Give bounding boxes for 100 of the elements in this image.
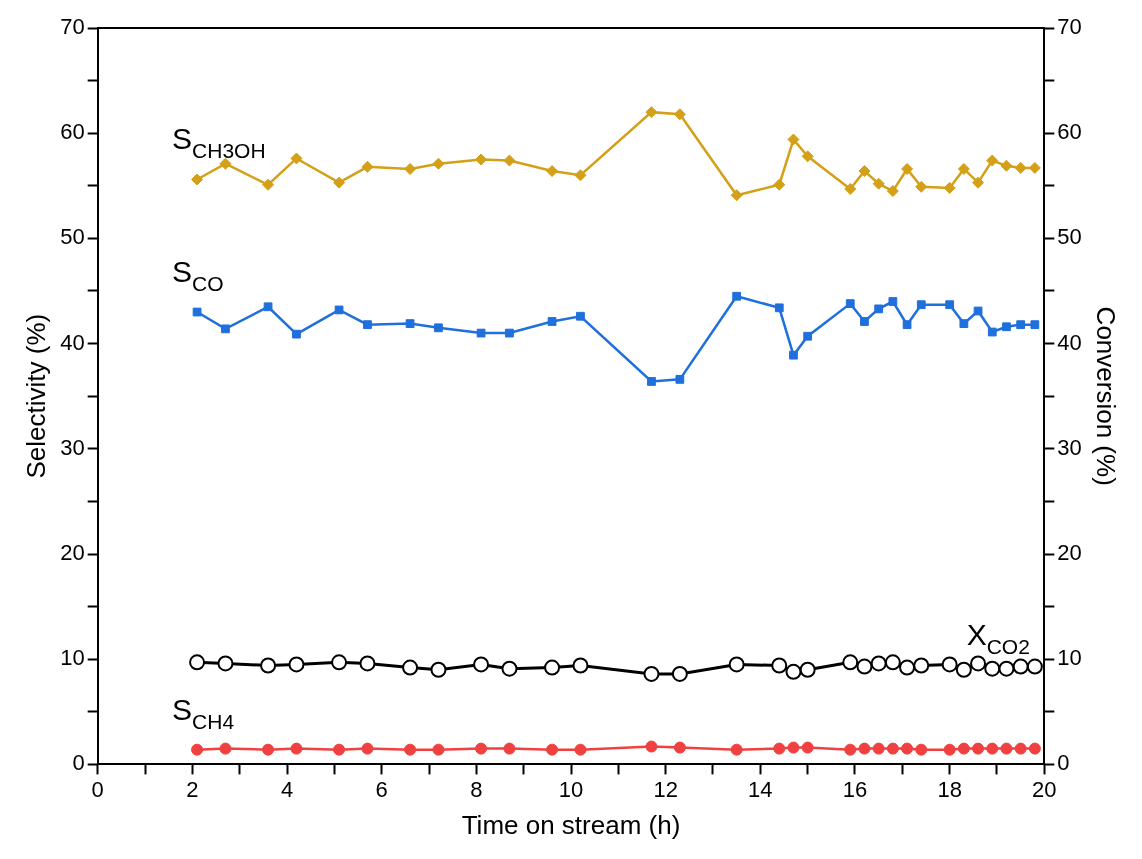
y-tick-label: 30 bbox=[60, 434, 85, 460]
y-tick-label: 20 bbox=[60, 540, 85, 566]
y-tick-label: 10 bbox=[60, 645, 85, 671]
point bbox=[434, 323, 443, 333]
y-tick-label: 0 bbox=[72, 750, 85, 776]
point bbox=[874, 304, 884, 314]
point bbox=[858, 742, 871, 755]
point bbox=[773, 178, 786, 191]
point bbox=[987, 327, 997, 337]
x-axis-title: Time on stream (h) bbox=[461, 809, 681, 840]
y2-tick-label: 30 bbox=[1057, 434, 1082, 460]
x-tick-label: 4 bbox=[280, 776, 294, 802]
x-tick-label: 16 bbox=[842, 776, 868, 802]
point bbox=[292, 329, 301, 339]
point bbox=[774, 303, 784, 313]
point bbox=[503, 742, 516, 755]
point bbox=[972, 742, 985, 755]
point bbox=[845, 299, 855, 309]
point bbox=[858, 165, 871, 178]
point bbox=[972, 176, 985, 189]
point bbox=[219, 157, 232, 170]
x-tick-label: 14 bbox=[748, 776, 773, 802]
point bbox=[475, 153, 488, 166]
point bbox=[192, 307, 202, 317]
point bbox=[219, 742, 232, 755]
point bbox=[945, 300, 955, 310]
point bbox=[915, 743, 928, 756]
point bbox=[1000, 159, 1013, 172]
point bbox=[957, 742, 970, 755]
point bbox=[986, 742, 999, 755]
point bbox=[546, 165, 559, 178]
point bbox=[973, 306, 983, 316]
point bbox=[645, 106, 658, 119]
point bbox=[475, 742, 488, 755]
point bbox=[574, 743, 587, 756]
x-tick-label: 10 bbox=[558, 776, 584, 802]
y-tick-label: 60 bbox=[60, 119, 85, 145]
point bbox=[432, 157, 445, 170]
point bbox=[986, 154, 999, 167]
y2-tick-label: 50 bbox=[1057, 224, 1082, 250]
point bbox=[844, 182, 857, 195]
point bbox=[361, 160, 374, 173]
point bbox=[844, 743, 857, 756]
point bbox=[902, 320, 912, 330]
point bbox=[263, 302, 273, 312]
y-tick-label: 50 bbox=[60, 224, 85, 250]
point bbox=[1028, 742, 1041, 755]
point bbox=[1014, 742, 1027, 755]
y-tick-label: 70 bbox=[60, 14, 85, 40]
y2-tick-label: 10 bbox=[1057, 645, 1082, 671]
point bbox=[333, 176, 346, 189]
y2-axis-title: Conversion (%) bbox=[1091, 306, 1122, 486]
x-tick-label: 6 bbox=[375, 776, 388, 802]
point bbox=[901, 162, 914, 175]
point bbox=[191, 173, 204, 186]
point bbox=[943, 743, 956, 756]
point bbox=[787, 133, 800, 146]
point bbox=[221, 324, 230, 334]
point bbox=[1016, 320, 1026, 330]
point bbox=[334, 305, 344, 315]
point bbox=[262, 178, 275, 191]
point bbox=[901, 742, 914, 755]
point bbox=[957, 162, 970, 175]
point bbox=[730, 743, 743, 756]
point bbox=[574, 169, 587, 182]
point bbox=[860, 317, 869, 326]
point bbox=[675, 374, 685, 384]
x-tick-label: 20 bbox=[1032, 776, 1057, 802]
y2-tick-label: 0 bbox=[1057, 750, 1070, 776]
y2-tick-label: 20 bbox=[1057, 540, 1082, 566]
y-axis-title: Selectivity (%) bbox=[20, 313, 51, 479]
point bbox=[787, 741, 800, 754]
point bbox=[363, 320, 372, 330]
point bbox=[647, 377, 656, 386]
point bbox=[576, 311, 585, 321]
x-tick-label: 12 bbox=[653, 776, 678, 802]
point bbox=[503, 154, 516, 167]
point bbox=[1002, 322, 1011, 332]
x-tick-label: 0 bbox=[91, 776, 104, 802]
point bbox=[872, 177, 885, 190]
point bbox=[1000, 742, 1013, 755]
point bbox=[1030, 320, 1040, 330]
point bbox=[872, 742, 885, 755]
point bbox=[886, 742, 899, 755]
x-tick-label: 2 bbox=[186, 776, 199, 802]
point bbox=[959, 319, 969, 328]
point bbox=[405, 319, 415, 328]
x-tick-label: 8 bbox=[470, 776, 483, 802]
point bbox=[547, 317, 557, 326]
point bbox=[732, 291, 742, 301]
point bbox=[404, 743, 417, 756]
point bbox=[803, 331, 813, 341]
point bbox=[773, 742, 786, 755]
point bbox=[505, 328, 514, 338]
y2-tick-label: 70 bbox=[1057, 14, 1082, 40]
point bbox=[290, 152, 303, 165]
point bbox=[789, 350, 798, 360]
point bbox=[801, 741, 814, 754]
point bbox=[290, 742, 303, 755]
point bbox=[404, 162, 417, 175]
